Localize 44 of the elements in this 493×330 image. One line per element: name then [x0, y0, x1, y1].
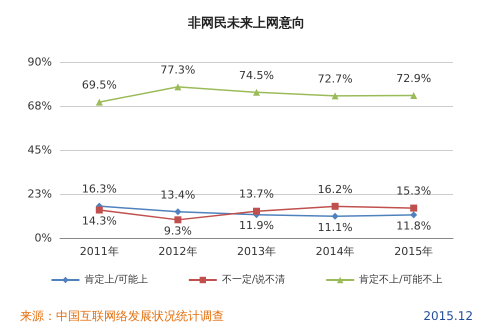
data-label: 16.3%	[82, 182, 117, 196]
data-label: 72.9%	[396, 72, 432, 85]
y-tick-label: 90%	[28, 56, 52, 68]
point	[332, 202, 339, 210]
point	[410, 211, 418, 218]
x-tick-label: 2015年	[394, 245, 434, 258]
point	[332, 92, 339, 100]
y-tick-label: 0%	[34, 232, 52, 244]
data-label: 69.5%	[82, 78, 117, 92]
data-label: 13.7%	[239, 188, 274, 201]
text: 2015.12	[423, 309, 473, 323]
point	[174, 216, 182, 224]
data-label: 13.4%	[160, 188, 196, 202]
data-label: 72.7%	[318, 72, 353, 86]
point	[174, 208, 182, 216]
source-note: 来源：中国互联网络发展状况统计调查	[20, 309, 224, 323]
point	[410, 204, 418, 212]
point	[253, 88, 260, 96]
x-tick-label: 2013年	[237, 245, 276, 258]
data-label: 77.3%	[160, 63, 196, 76]
data-label: 11.9%	[239, 219, 274, 232]
legend-label: 不一定/说不清	[222, 274, 286, 286]
chart-title: 非网民未来上网意向	[187, 15, 305, 31]
point	[253, 208, 260, 215]
y-tick-label: 68%	[28, 100, 52, 112]
data-label: 9.3%	[164, 224, 192, 238]
point	[96, 98, 103, 106]
data-label: 16.2%	[318, 182, 353, 196]
data-label: 11.1%	[318, 220, 353, 234]
data-label: 74.5%	[239, 68, 274, 82]
point	[332, 212, 339, 220]
x-tick-label: 2012年	[158, 245, 198, 258]
x-tick-label: 2014年	[316, 245, 355, 258]
y-tick-label: 23%	[28, 188, 52, 200]
point	[410, 92, 418, 99]
data-label: 11.8%	[396, 219, 432, 232]
legend-label: 肯定上/可能上	[84, 274, 148, 286]
data-label: 14.3%	[82, 214, 117, 228]
x-tick-label: 2011年	[80, 245, 119, 258]
legend-label: 肯定不上/可能不上	[359, 274, 443, 286]
data-label: 15.3%	[396, 184, 432, 198]
point	[174, 83, 182, 90]
point	[96, 206, 103, 214]
y-tick-label: 45%	[28, 144, 52, 156]
